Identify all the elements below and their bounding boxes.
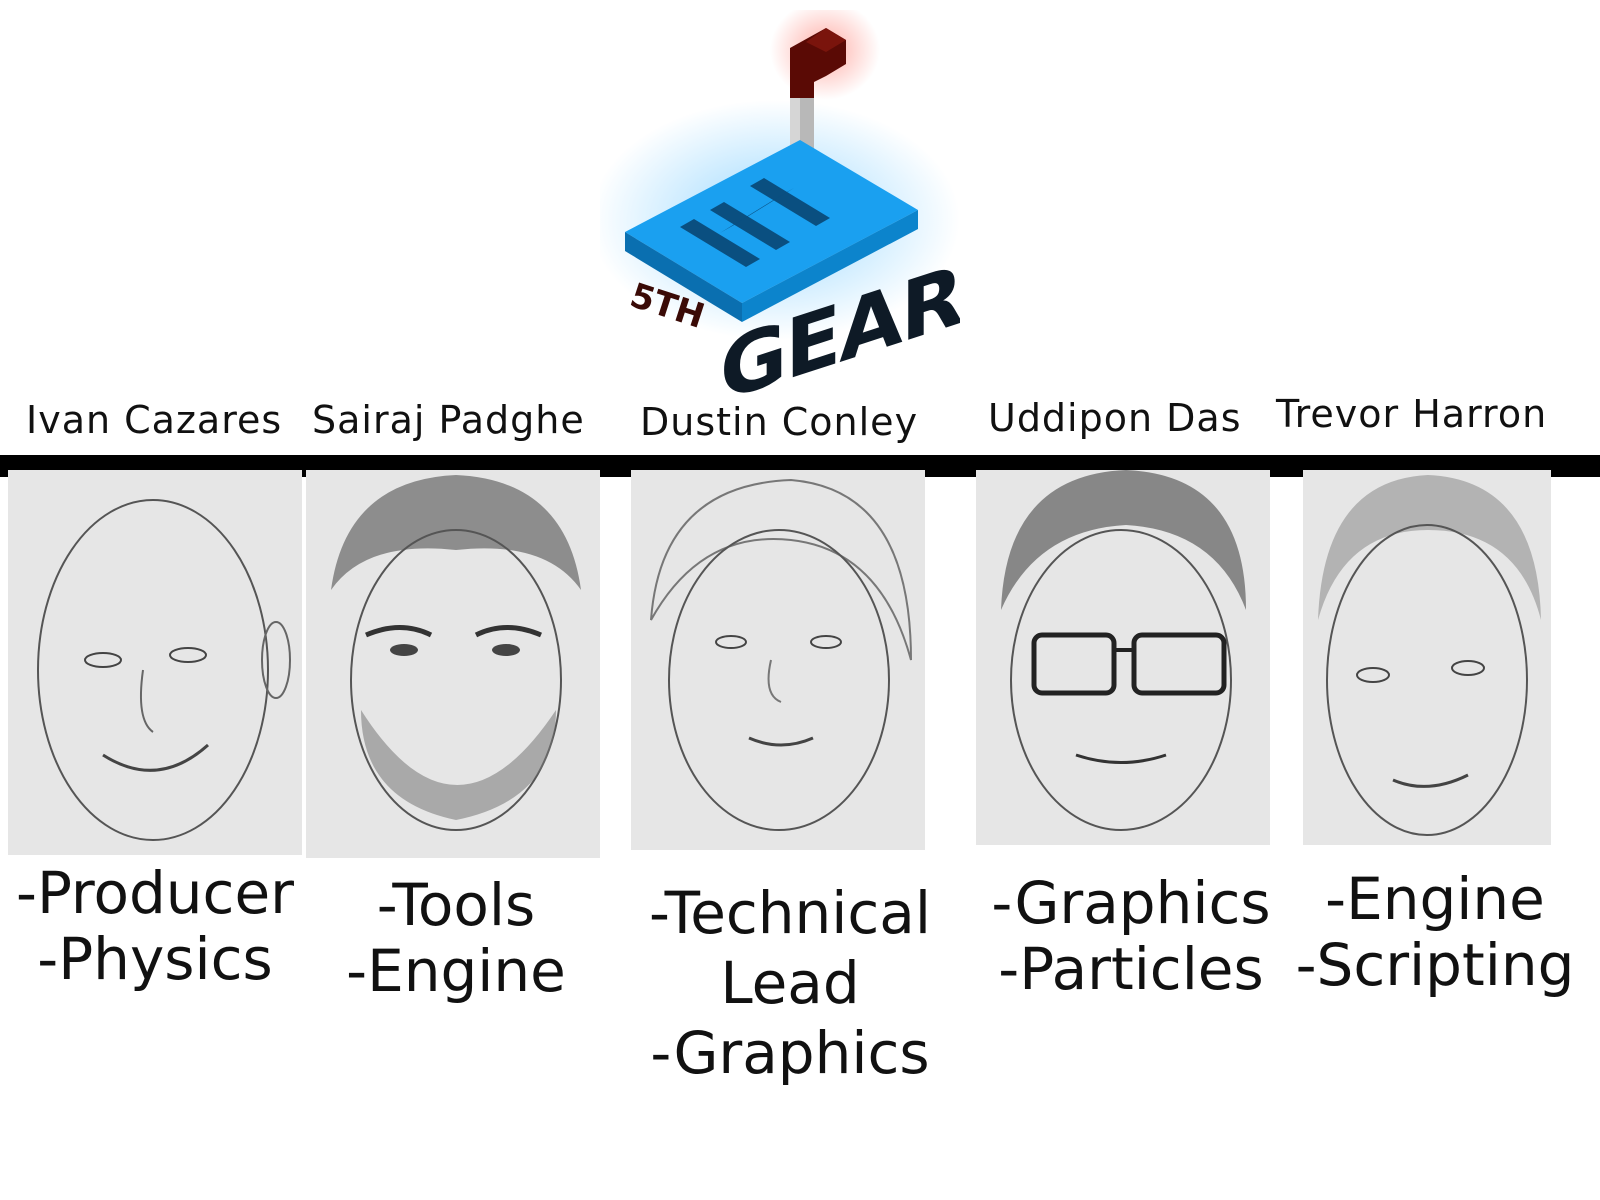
- portrait-sketch-image: [1303, 470, 1551, 845]
- role-line: -Tools: [376, 871, 536, 939]
- role-line: -Scripting: [1295, 931, 1575, 999]
- member-name: Sairaj Padghe: [312, 398, 585, 442]
- face-sketch-icon: [37, 499, 291, 841]
- member-name: Uddipon Das: [988, 396, 1242, 440]
- face-sketch-icon: [650, 478, 912, 831]
- gear-shifter-logo-icon: 5TH GEAR: [590, 0, 963, 421]
- team-logo: 5TH GEAR: [590, 0, 963, 421]
- member-roles: -Technical Lead -Graphics: [630, 878, 950, 1088]
- portrait-sketch-image: [306, 470, 600, 858]
- portrait-sketch-image: [8, 470, 302, 855]
- member-roles: -Engine -Scripting: [1285, 866, 1585, 998]
- role-line: -Engine: [1325, 865, 1545, 933]
- member-name: Dustin Conley: [640, 400, 919, 444]
- role-line: -Engine: [346, 937, 566, 1005]
- face-sketch-icon: [1001, 470, 1246, 831]
- face-sketch-icon: [331, 475, 581, 831]
- role-line: -Technical: [649, 879, 931, 947]
- portrait-sketch-image: [631, 470, 925, 850]
- member-name: Trevor Harron: [1276, 392, 1548, 436]
- role-line: -Particles: [998, 935, 1264, 1003]
- face-sketch-icon: [1318, 475, 1541, 836]
- role-line: -Graphics: [650, 1019, 930, 1087]
- member-roles: -Producer -Physics: [5, 860, 305, 992]
- member-name: Ivan Cazares: [26, 398, 283, 442]
- member-roles: -Tools -Engine: [306, 872, 606, 1004]
- role-line: -Physics: [37, 925, 273, 993]
- portrait-sketch-image: [976, 470, 1270, 845]
- role-line: -Producer: [16, 859, 294, 927]
- member-roles: -Graphics -Particles: [976, 870, 1286, 1002]
- role-line: Lead: [720, 949, 860, 1017]
- role-line: -Graphics: [991, 869, 1271, 937]
